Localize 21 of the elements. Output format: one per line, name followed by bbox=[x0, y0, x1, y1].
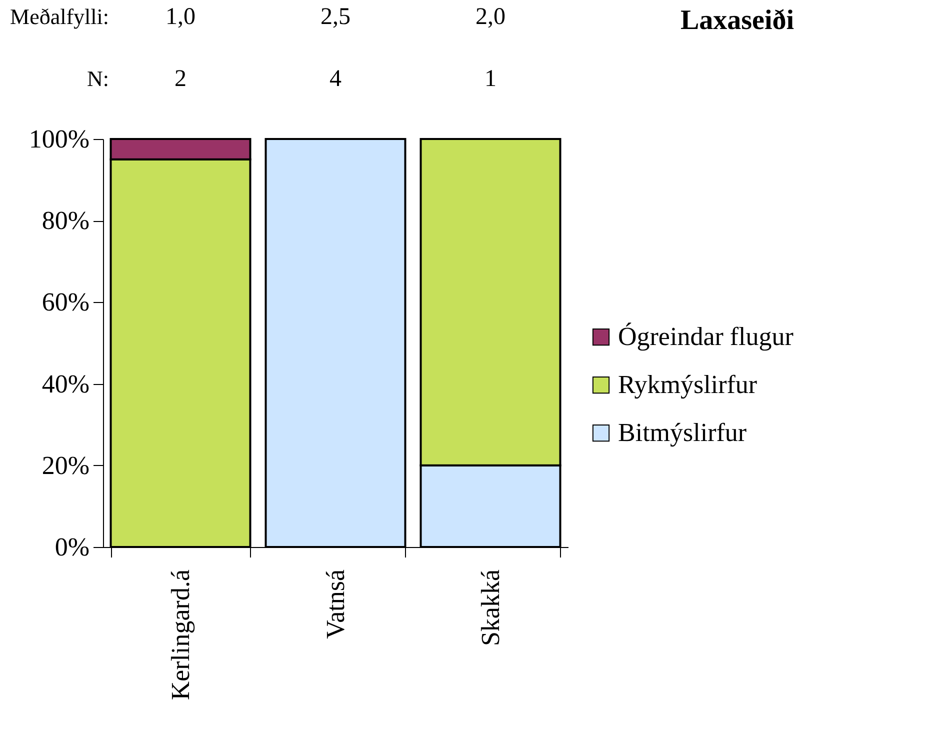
y-tick-label: 20% bbox=[42, 450, 90, 480]
x-tick-label: Skakká bbox=[476, 569, 505, 646]
y-tick-label: 80% bbox=[42, 206, 90, 236]
text: Laxaseiði bbox=[680, 5, 794, 36]
text: Meðalfylli: bbox=[10, 4, 109, 29]
text: 4 bbox=[330, 66, 342, 92]
y-tick-label: 40% bbox=[42, 369, 90, 398]
text: 1 bbox=[484, 66, 496, 92]
text: 2,5 bbox=[320, 4, 350, 30]
legend-label: Rykmýslirfur bbox=[618, 370, 758, 399]
y-tick-label: 60% bbox=[42, 288, 90, 317]
text: 1,0 bbox=[166, 4, 196, 30]
text: 2 bbox=[174, 66, 186, 92]
text: N: bbox=[87, 66, 109, 91]
x-tick-label: Vatnsá bbox=[321, 569, 350, 639]
y-tick-label: 0% bbox=[54, 532, 90, 562]
legend-label: Bitmýslirfur bbox=[618, 418, 747, 447]
y-tick-label: 100% bbox=[28, 124, 90, 154]
text: 2,0 bbox=[476, 4, 506, 30]
legend-label: Ógreindar flugur bbox=[618, 322, 794, 351]
x-tick-label: Kerlingard.á bbox=[166, 569, 195, 700]
